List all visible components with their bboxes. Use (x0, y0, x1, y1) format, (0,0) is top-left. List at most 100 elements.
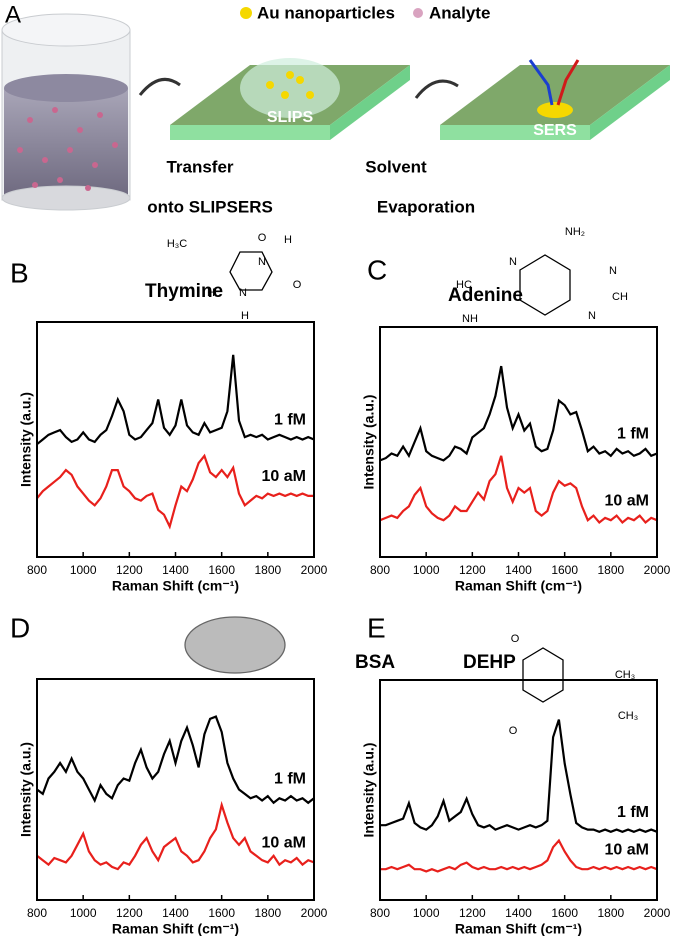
step-label: Solvent (365, 157, 427, 176)
x-tick-label: 1400 (162, 906, 189, 920)
x-tick-label: 2000 (301, 906, 328, 920)
x-tick-label: 1400 (505, 906, 532, 920)
series-label: 10 aM (262, 468, 306, 485)
x-tick-label: 1800 (597, 563, 624, 577)
atom-label: NH (462, 313, 478, 325)
y-axis-label: Intensity (a.u.) (361, 395, 377, 490)
x-tick-label: 1400 (162, 563, 189, 577)
chart-title: BSA (355, 652, 395, 673)
plot-frame (379, 679, 658, 901)
x-tick-label: 1000 (413, 563, 440, 577)
plot-frame (36, 678, 315, 901)
x-tick-label: 1600 (208, 906, 235, 920)
x-tick-label: 2000 (644, 906, 671, 920)
atom-label: H (284, 234, 292, 246)
legend-marker (240, 7, 252, 19)
atom-label: H₃C (167, 238, 187, 250)
x-tick-label: 1800 (254, 563, 281, 577)
spectrum-line (36, 354, 315, 446)
spectrum-line (36, 453, 314, 530)
atom-label: O (511, 633, 520, 645)
step-label: onto SLIPSERS (147, 197, 273, 216)
x-tick-label: 1800 (597, 906, 624, 920)
y-axis-label: Intensity (a.u.) (361, 743, 377, 838)
arrow (138, 77, 181, 96)
plot-frame (36, 321, 315, 558)
atom-label: HC (456, 279, 472, 291)
x-tick-label: 1600 (551, 563, 578, 577)
atom-label: CH₃ (615, 669, 635, 681)
x-tick-label: 2000 (644, 563, 671, 577)
spectrum-line (379, 455, 658, 525)
panel-label: D (10, 612, 30, 643)
atom-label: H (207, 287, 215, 299)
x-tick-label: 1000 (70, 563, 97, 577)
slips-plate (170, 58, 410, 140)
spectrum-line (380, 719, 658, 833)
atom-label: N (509, 256, 517, 268)
y-axis-label: Intensity (a.u.) (18, 392, 34, 487)
x-axis-label: Raman Shift (cm⁻¹) (455, 578, 582, 594)
x-tick-label: 800 (27, 563, 47, 577)
spectrum-line (36, 715, 315, 805)
atom-label: H (241, 310, 249, 322)
atom-label: N (239, 287, 247, 299)
x-axis-label: Raman Shift (cm⁻¹) (112, 921, 239, 936)
panel-label: A (5, 1, 21, 28)
plot-frame (379, 326, 658, 558)
beaker (1, 13, 131, 211)
x-tick-label: 1200 (116, 563, 143, 577)
series-label: 10 aM (605, 492, 649, 509)
series-label: 1 fM (274, 412, 306, 429)
atom-label: N (609, 265, 617, 277)
atom-label: CH₃ (618, 710, 638, 722)
structures (184, 251, 571, 703)
x-axis-label: Raman Shift (cm⁻¹) (112, 578, 239, 594)
atom-label: NH₂ (565, 226, 585, 238)
atom-label: O (509, 725, 518, 737)
chart-title: DEHP (463, 652, 516, 673)
sers-plate (440, 59, 670, 140)
atom-label: N (258, 256, 266, 268)
x-tick-label: 800 (27, 906, 47, 920)
series-label: 10 aM (262, 835, 306, 852)
x-tick-label: 1400 (505, 563, 532, 577)
spectrum-line (380, 838, 658, 873)
chart-title: Adenine (448, 285, 523, 306)
x-tick-label: 1800 (254, 906, 281, 920)
x-tick-label: 1000 (413, 906, 440, 920)
x-axis-label: Raman Shift (cm⁻¹) (455, 921, 582, 936)
x-tick-label: 800 (370, 906, 390, 920)
chart-title: Thymine (145, 281, 223, 302)
atom-label: O (293, 279, 302, 291)
y-axis-label: Intensity (a.u.) (18, 742, 34, 837)
panel-label: E (367, 612, 386, 643)
atom-label: O (258, 232, 267, 244)
x-tick-label: 1000 (70, 906, 97, 920)
legend-label: Analyte (429, 3, 490, 22)
step-label: Transfer (166, 157, 233, 176)
arrow (414, 79, 459, 99)
panel-label: B (10, 257, 29, 288)
spectrum-line (379, 365, 658, 462)
surface-label: SLIPS (267, 109, 314, 126)
x-tick-label: 1200 (459, 906, 486, 920)
step-label: Evaporation (377, 197, 475, 216)
x-tick-label: 1600 (551, 906, 578, 920)
legend-marker (413, 8, 423, 18)
spectrum-line (36, 800, 315, 871)
series-label: 10 aM (605, 841, 649, 858)
series-label: 1 fM (617, 804, 649, 821)
surface-label: SERS (533, 122, 577, 139)
panel-label: C (367, 254, 387, 285)
legend-label: Au nanoparticles (257, 3, 395, 22)
series-label: 1 fM (274, 771, 306, 788)
x-tick-label: 2000 (301, 563, 328, 577)
series-label: 1 fM (617, 426, 649, 443)
x-tick-label: 1200 (459, 563, 486, 577)
x-tick-label: 1600 (208, 563, 235, 577)
x-tick-label: 1200 (116, 906, 143, 920)
atom-label: CH (612, 291, 628, 303)
atom-label: N (588, 310, 596, 322)
